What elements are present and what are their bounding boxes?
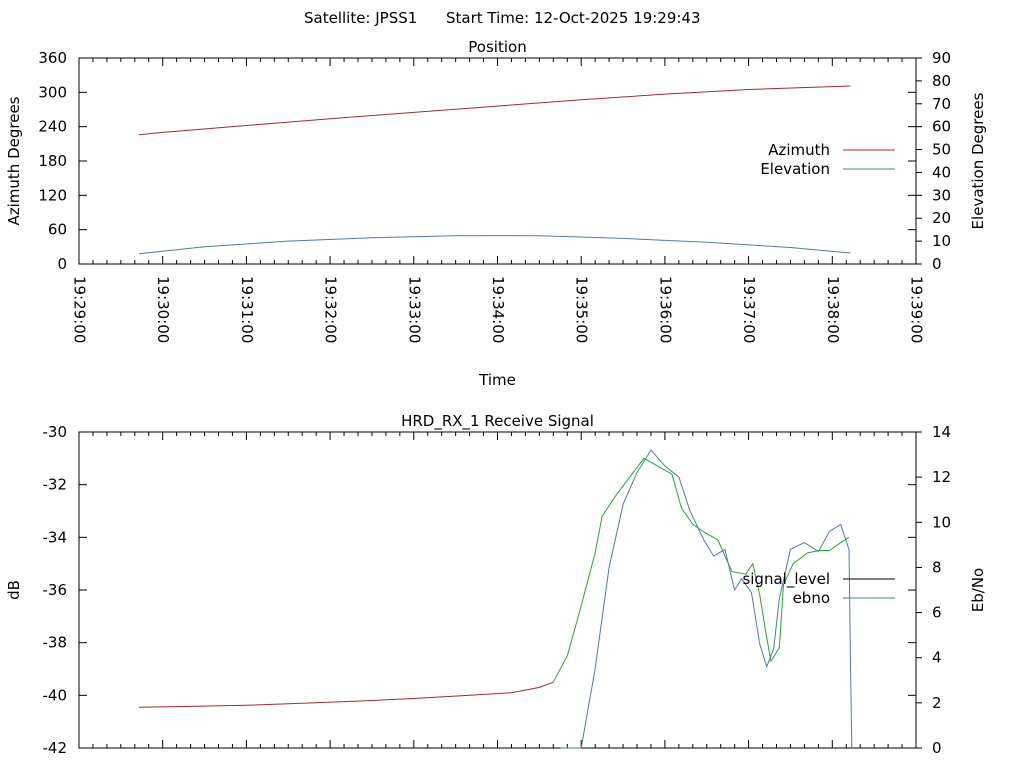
y-tick-label: 0 xyxy=(57,255,67,273)
ebno-line xyxy=(560,449,853,749)
x-axis-label: Time xyxy=(478,371,516,389)
y2-tick-label: 14 xyxy=(932,423,951,441)
legend-label: ebno xyxy=(793,589,830,607)
x-tick-label: 19:37:00 xyxy=(740,276,758,343)
y-tick-label: 60 xyxy=(48,221,67,239)
y-tick-label: -34 xyxy=(43,528,68,546)
header-satellite: Satellite: JPSS1 xyxy=(304,9,417,27)
x-tick-label: 19:35:00 xyxy=(573,276,591,343)
y-tick-label: 360 xyxy=(38,49,67,67)
y-tick-label: 240 xyxy=(38,118,67,136)
y2-tick-label: 20 xyxy=(932,209,951,227)
y2-tick-label: 2 xyxy=(932,694,942,712)
x-tick-label: 19:36:00 xyxy=(656,276,674,343)
Elevation-line xyxy=(138,235,851,255)
legend-label: Elevation xyxy=(760,160,830,178)
y2-tick-label: 6 xyxy=(932,604,942,622)
y2-tick-label: 10 xyxy=(932,232,951,250)
y2-axis-label: Eb/No xyxy=(969,568,987,612)
y2-tick-label: 60 xyxy=(932,118,951,136)
Azimuth-line xyxy=(138,85,851,136)
x-tick-label: 19:34:00 xyxy=(489,276,507,343)
y2-tick-label: 8 xyxy=(932,558,942,576)
y2-tick-label: 4 xyxy=(932,649,942,667)
chart-title: Position xyxy=(468,38,526,56)
y2-tick-label: 30 xyxy=(932,186,951,204)
y2-tick-label: 0 xyxy=(932,255,942,273)
y-axis-label: Azimuth Degrees xyxy=(5,96,23,225)
signal-level-line xyxy=(138,681,554,708)
y2-axis-label: Elevation Degrees xyxy=(969,92,987,229)
receive-signal-chart: HRD_RX_1 Receive Signal -42 -40 -38 -36 -34 -3… xyxy=(5,412,987,757)
y2-tick-label: 50 xyxy=(932,141,951,159)
y2-tick-label: 0 xyxy=(932,739,942,757)
y2-tick-label: 10 xyxy=(932,513,951,531)
y2-tick-label: 90 xyxy=(932,49,951,67)
chart-title: HRD_RX_1 Receive Signal xyxy=(401,412,594,431)
x-tick-label: 19:30:00 xyxy=(154,276,172,343)
y2-tick-label: 80 xyxy=(932,72,951,90)
y-tick-label: -42 xyxy=(43,739,68,757)
y-tick-label: -38 xyxy=(43,634,68,652)
position-chart: Position 0 60 120 180 240 300 360 0 10 20 30 40 50 60 7… xyxy=(5,38,987,389)
y-tick-label: -32 xyxy=(43,476,68,494)
y-tick-label: 120 xyxy=(38,186,67,204)
header-start-time: Start Time: 12-Oct-2025 19:29:43 xyxy=(446,9,701,27)
x-tick-label: 19:29:00 xyxy=(71,276,89,343)
y-axis-label: dB xyxy=(5,580,23,600)
x-tick-label: 19:33:00 xyxy=(405,276,423,343)
y2-tick-label: 40 xyxy=(932,163,951,181)
y-tick-label: -30 xyxy=(43,423,68,441)
x-tick-label: 19:38:00 xyxy=(824,276,842,343)
y-tick-label: 300 xyxy=(38,83,67,101)
y2-tick-label: 12 xyxy=(932,468,951,486)
x-tick-label: 19:31:00 xyxy=(238,276,256,343)
y-tick-label: 180 xyxy=(38,152,67,170)
legend-label: signal_level xyxy=(742,570,830,589)
y2-tick-label: 70 xyxy=(932,95,951,113)
y-tick-label: -36 xyxy=(43,581,68,599)
legend-label: Azimuth xyxy=(768,141,830,159)
y-tick-label: -40 xyxy=(43,686,68,704)
plot-frame xyxy=(78,431,917,749)
signal-level-line xyxy=(552,457,850,683)
x-tick-label: 19:39:00 xyxy=(908,276,926,343)
x-tick-label: 19:32:00 xyxy=(322,276,340,343)
